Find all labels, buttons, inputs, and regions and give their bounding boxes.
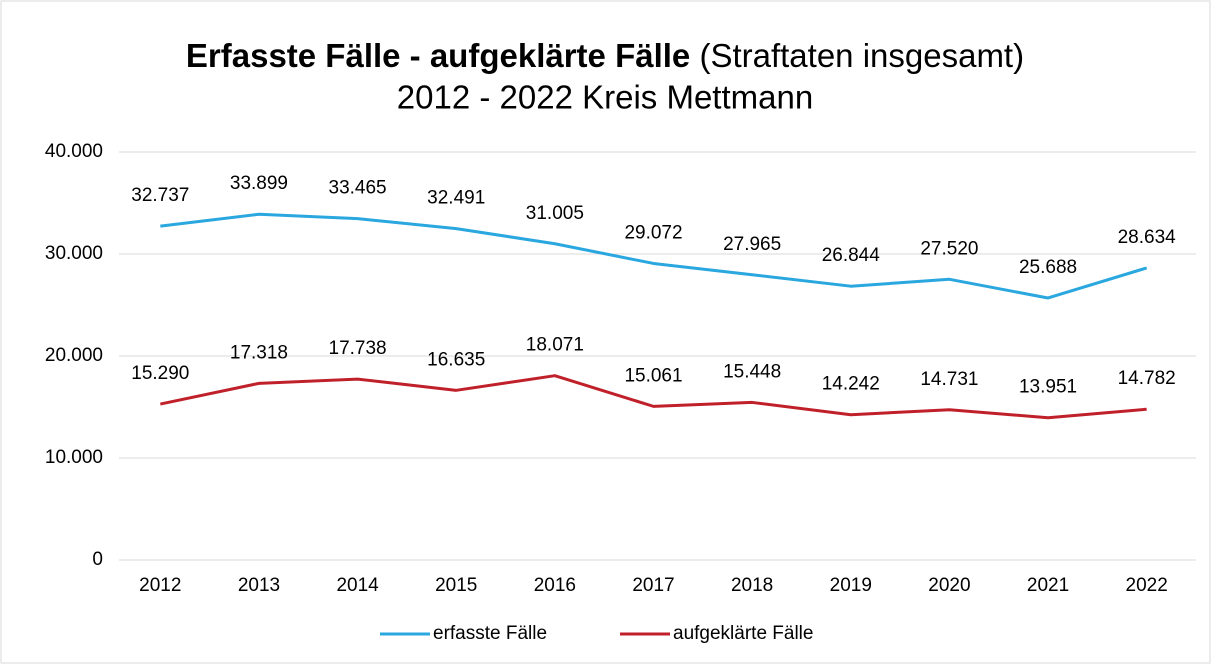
- data-label: 14.731: [920, 369, 978, 390]
- chart-subtitle: 2012 - 2022 Kreis Mettmann: [397, 79, 813, 116]
- data-label: 15.061: [624, 365, 682, 386]
- chart-title-note: (Straftaten insgesamt): [699, 37, 1024, 74]
- legend-label: erfasste Fälle: [433, 623, 547, 644]
- data-label: 14.242: [822, 374, 880, 395]
- data-label: 15.290: [131, 363, 189, 384]
- x-tick-label: 2017: [632, 575, 674, 596]
- x-tick-label: 2016: [534, 575, 576, 596]
- data-label: 32.737: [131, 185, 189, 206]
- data-label: 27.520: [920, 238, 978, 259]
- x-tick-label: 2020: [928, 575, 970, 596]
- data-label: 27.965: [723, 234, 781, 255]
- data-label: 18.071: [526, 335, 584, 356]
- data-label: 17.318: [230, 342, 288, 363]
- x-tick-label: 2019: [830, 575, 872, 596]
- series-line: [160, 212, 1148, 300]
- chart-title: Erfasste Fälle - aufgeklärte Fälle: [186, 37, 690, 74]
- x-tick-label: 2022: [1126, 575, 1168, 596]
- x-tick-label: 2015: [435, 575, 477, 596]
- data-label: 16.635: [427, 349, 485, 370]
- y-tick-label: 10.000: [45, 447, 103, 468]
- data-label: 26.844: [822, 245, 881, 266]
- data-label: 28.634: [1118, 227, 1177, 248]
- y-tick-label: 40.000: [45, 141, 103, 162]
- chart-title-line: Erfasste Fälle - aufgeklärte Fälle (Stra…: [186, 37, 1024, 74]
- data-label: 15.448: [723, 361, 781, 382]
- data-label: 14.782: [1118, 368, 1176, 389]
- data-label: 25.688: [1019, 257, 1077, 278]
- y-tick-label: 30.000: [45, 243, 103, 264]
- data-label: 32.491: [427, 188, 485, 209]
- series-line: [160, 374, 1147, 420]
- x-tick-label: 2013: [238, 575, 280, 596]
- y-tick-label: 0: [92, 549, 103, 570]
- legend-label: aufgeklärte Fälle: [673, 623, 813, 644]
- data-label: 33.899: [230, 173, 288, 194]
- x-tick-label: 2012: [139, 575, 181, 596]
- data-label: 33.465: [329, 178, 387, 199]
- data-label: 17.738: [329, 338, 387, 359]
- x-tick-label: 2021: [1027, 575, 1069, 596]
- y-tick-label: 20.000: [45, 345, 103, 366]
- data-label: 13.951: [1019, 377, 1077, 398]
- data-label: 29.072: [624, 222, 682, 243]
- data-label: 31.005: [526, 203, 584, 224]
- x-tick-label: 2018: [731, 575, 773, 596]
- x-tick-label: 2014: [336, 575, 379, 596]
